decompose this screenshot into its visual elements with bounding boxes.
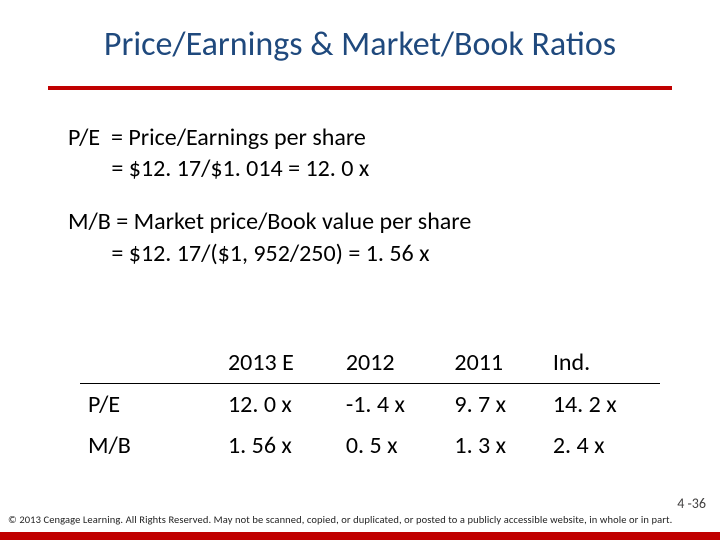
table-cell: 9. 7 x [446, 384, 544, 426]
table-cell: 12. 0 x [220, 384, 338, 426]
page-number: 4 -36 [677, 495, 706, 512]
mb-equation-block: M/B = Market price/Book value per share … [68, 206, 678, 268]
pe-line-2: = $12. 17/$1. 014 = 12. 0 x [68, 153, 678, 184]
table-col-1: 2013 E [220, 342, 338, 384]
row-label: M/B [80, 425, 220, 466]
slide: Price/Earnings & Market/Book Ratios P/E … [0, 0, 720, 540]
row-label: P/E [80, 384, 220, 426]
pe-equation-block: P/E = Price/Earnings per share = $12. 17… [68, 122, 678, 184]
body-content: P/E = Price/Earnings per share = $12. 17… [68, 122, 678, 291]
footer-bar [0, 532, 720, 540]
table-cell: 0. 5 x [338, 425, 447, 466]
table-cell: -1. 4 x [338, 384, 447, 426]
table-col-0 [80, 342, 220, 384]
table-header-row: 2013 E 2012 2011 Ind. [80, 342, 660, 384]
table-row: M/B 1. 56 x 0. 5 x 1. 3 x 2. 4 x [80, 425, 660, 466]
table-cell: 1. 56 x [220, 425, 338, 466]
table-cell: 14. 2 x [545, 384, 660, 426]
mb-line-1: M/B = Market price/Book value per share [68, 206, 678, 237]
slide-title: Price/Earnings & Market/Book Ratios [0, 24, 720, 65]
table-col-3: 2011 [446, 342, 544, 384]
pe-line-1: P/E = Price/Earnings per share [68, 122, 678, 153]
title-underline [48, 86, 672, 90]
table-col-4: Ind. [545, 342, 660, 384]
ratios-table-wrap: 2013 E 2012 2011 Ind. P/E 12. 0 x -1. 4 … [80, 342, 660, 466]
mb-line-2: = $12. 17/($1, 952/250) = 1. 56 x [68, 238, 678, 269]
copyright-text: © 2013 Cengage Learning. All Rights Rese… [8, 513, 672, 526]
table-col-2: 2012 [338, 342, 447, 384]
table-cell: 1. 3 x [446, 425, 544, 466]
table-row: P/E 12. 0 x -1. 4 x 9. 7 x 14. 2 x [80, 384, 660, 426]
table-cell: 2. 4 x [545, 425, 660, 466]
ratios-table: 2013 E 2012 2011 Ind. P/E 12. 0 x -1. 4 … [80, 342, 660, 466]
